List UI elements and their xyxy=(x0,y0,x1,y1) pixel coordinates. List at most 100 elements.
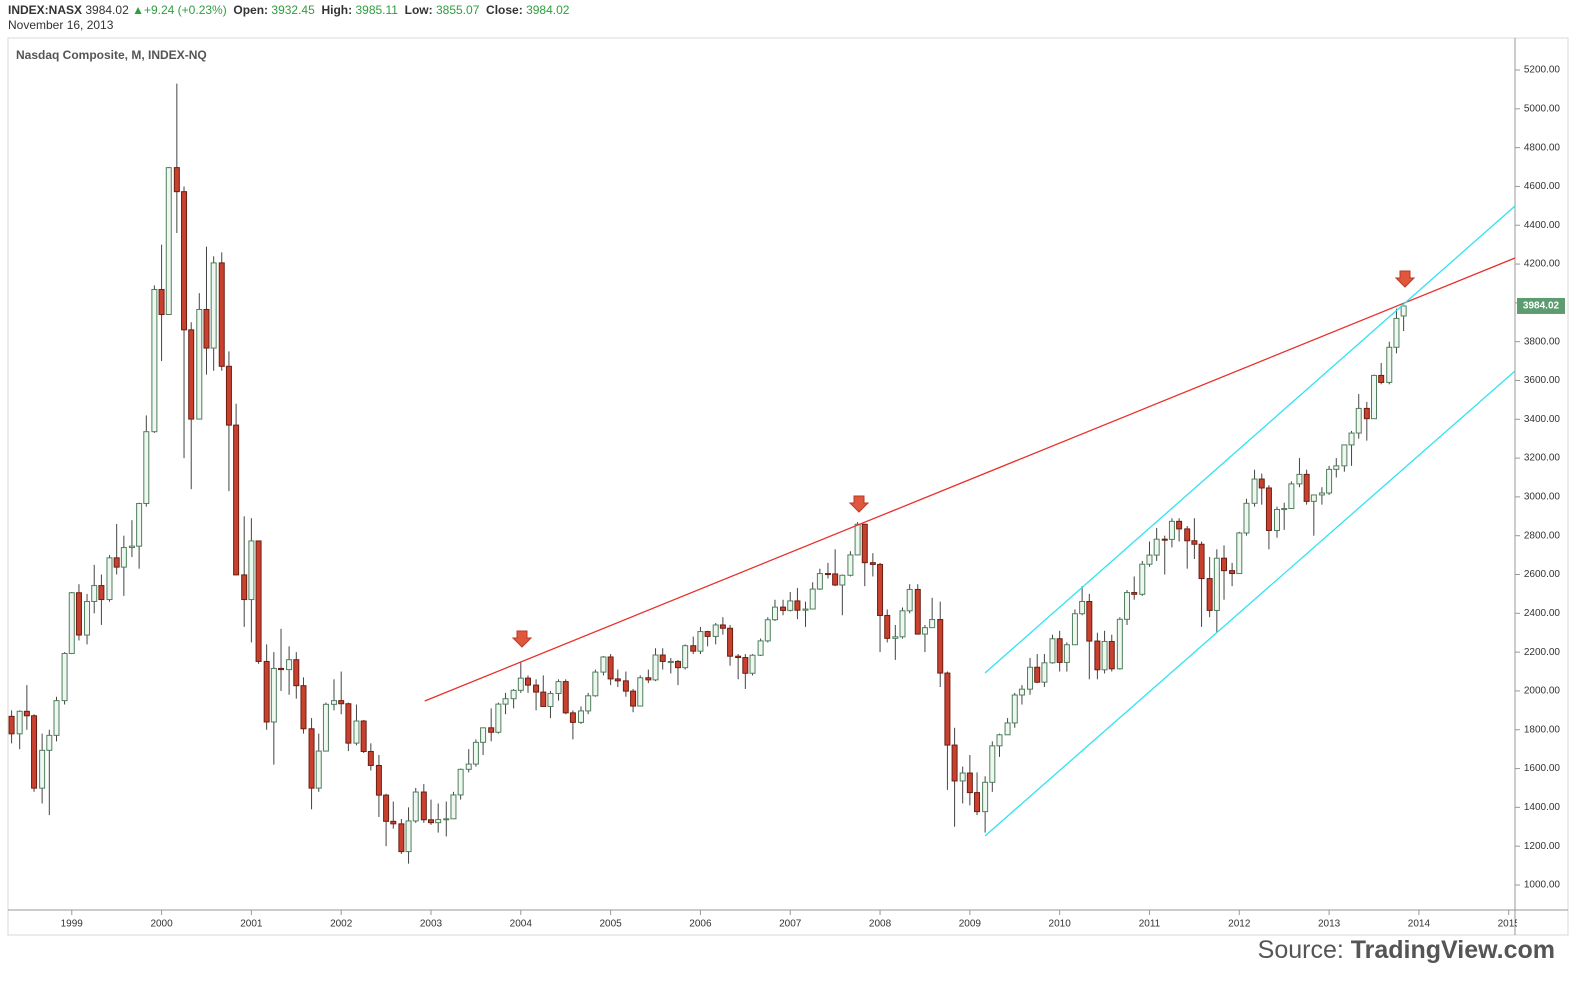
candle-body xyxy=(457,768,464,796)
candle-body xyxy=(360,720,367,752)
candle-body xyxy=(278,667,285,671)
y-tick-label: 1600.00 xyxy=(1524,763,1561,774)
candle-body xyxy=(1056,638,1063,663)
candle-body xyxy=(832,573,839,586)
candle-body xyxy=(1184,528,1191,542)
candle-body xyxy=(255,540,262,662)
candle-body xyxy=(899,610,906,638)
candle-body xyxy=(151,288,158,433)
candle-body xyxy=(989,745,996,783)
candle-body xyxy=(1176,520,1183,530)
candle-body xyxy=(630,690,637,707)
source: Source: TradingView.com xyxy=(1258,936,1555,965)
candle-body xyxy=(690,645,697,652)
x-tick-label: 2003 xyxy=(420,919,443,930)
candle-body xyxy=(1265,487,1272,531)
candle-body xyxy=(1274,509,1281,531)
candle-body xyxy=(659,654,666,662)
candle-body xyxy=(614,678,621,682)
candle-body xyxy=(1086,600,1093,642)
y-tick-label: 2800.00 xyxy=(1524,530,1561,541)
candle-body xyxy=(727,627,734,657)
candle-body xyxy=(929,619,936,629)
candle-body xyxy=(1168,520,1175,540)
y-tick-label: 2200.00 xyxy=(1524,647,1561,658)
candle-body xyxy=(315,750,322,789)
candle-body xyxy=(143,431,150,504)
y-tick-label: 1400.00 xyxy=(1524,802,1561,813)
candle-body xyxy=(1393,317,1400,348)
x-labels: 1999 2000 2001 2002 2003 2004 2005 2006 2007 2008… xyxy=(61,910,1517,930)
candle-body xyxy=(23,710,30,717)
y-tick-label: 4400.00 xyxy=(1524,220,1561,231)
y-tick-label: 1800.00 xyxy=(1524,724,1561,735)
candle-body xyxy=(480,727,487,743)
candle-body xyxy=(128,545,135,549)
candle-body xyxy=(322,703,329,752)
y-tick-label: 1200.00 xyxy=(1524,841,1561,852)
candle-body xyxy=(1101,640,1108,671)
candle-body xyxy=(165,167,172,316)
candle-body xyxy=(607,656,614,680)
candle-body xyxy=(906,588,913,612)
candle-body xyxy=(1333,465,1340,470)
candle-body xyxy=(428,819,435,824)
candle-body xyxy=(68,592,75,654)
y-tick-label: 3600.00 xyxy=(1524,375,1561,386)
candle-body xyxy=(742,657,749,674)
candle-body xyxy=(802,608,809,611)
candle-body xyxy=(1139,563,1146,595)
candle-body xyxy=(555,681,562,694)
up-arrow: ▲ xyxy=(132,3,144,17)
candle-body xyxy=(84,600,91,636)
candle-body xyxy=(1191,540,1198,545)
candle-body xyxy=(854,523,861,556)
candle-body xyxy=(502,698,509,705)
frame xyxy=(7,37,1569,936)
candle-body xyxy=(196,308,203,420)
candle-body xyxy=(974,792,981,813)
candle-body xyxy=(1370,374,1377,420)
candle-body xyxy=(704,631,711,637)
change: +9.24 (+0.23%) xyxy=(143,3,227,17)
candle-body xyxy=(892,636,899,639)
candle-body xyxy=(1281,508,1288,511)
candle-body xyxy=(749,654,756,674)
candle-body xyxy=(91,585,98,602)
x-tick-label: 2000 xyxy=(150,919,173,930)
candle-body xyxy=(1027,666,1034,690)
date: November 16, 2013 xyxy=(8,18,114,32)
low-label: Low: xyxy=(404,3,433,17)
candle-body xyxy=(420,791,427,821)
x-tick-label: 2013 xyxy=(1318,919,1341,930)
last-price: 3984.02 xyxy=(85,3,129,17)
candle-body xyxy=(847,554,854,576)
candle-body xyxy=(645,677,652,681)
candle-body xyxy=(375,764,382,796)
candle-body xyxy=(31,715,38,789)
candle-body xyxy=(39,749,46,789)
candle-body xyxy=(1400,305,1407,317)
y-tick-label: 5000.00 xyxy=(1524,103,1561,114)
x-tick-label: 2010 xyxy=(1049,919,1072,930)
candle-body xyxy=(113,557,120,568)
candle-body xyxy=(1341,444,1348,467)
candle-body xyxy=(1041,662,1048,683)
candle-body xyxy=(120,547,127,568)
candle-body xyxy=(1094,640,1101,671)
candle-body xyxy=(937,619,944,674)
candle-body xyxy=(771,606,778,621)
candle-body xyxy=(1326,468,1333,494)
candle-body xyxy=(764,619,771,642)
trend-line xyxy=(984,370,1515,837)
x-tick-label: 2001 xyxy=(240,919,263,930)
candle-body xyxy=(585,695,592,712)
x-tick-label: 2006 xyxy=(689,919,712,930)
candle-body xyxy=(735,655,742,659)
candle-body xyxy=(1071,613,1078,646)
candle-body xyxy=(495,703,502,733)
candle-body xyxy=(1116,618,1123,670)
y-tick-label: 2400.00 xyxy=(1524,608,1561,619)
candle-body xyxy=(712,624,719,637)
candle-body xyxy=(951,744,958,782)
